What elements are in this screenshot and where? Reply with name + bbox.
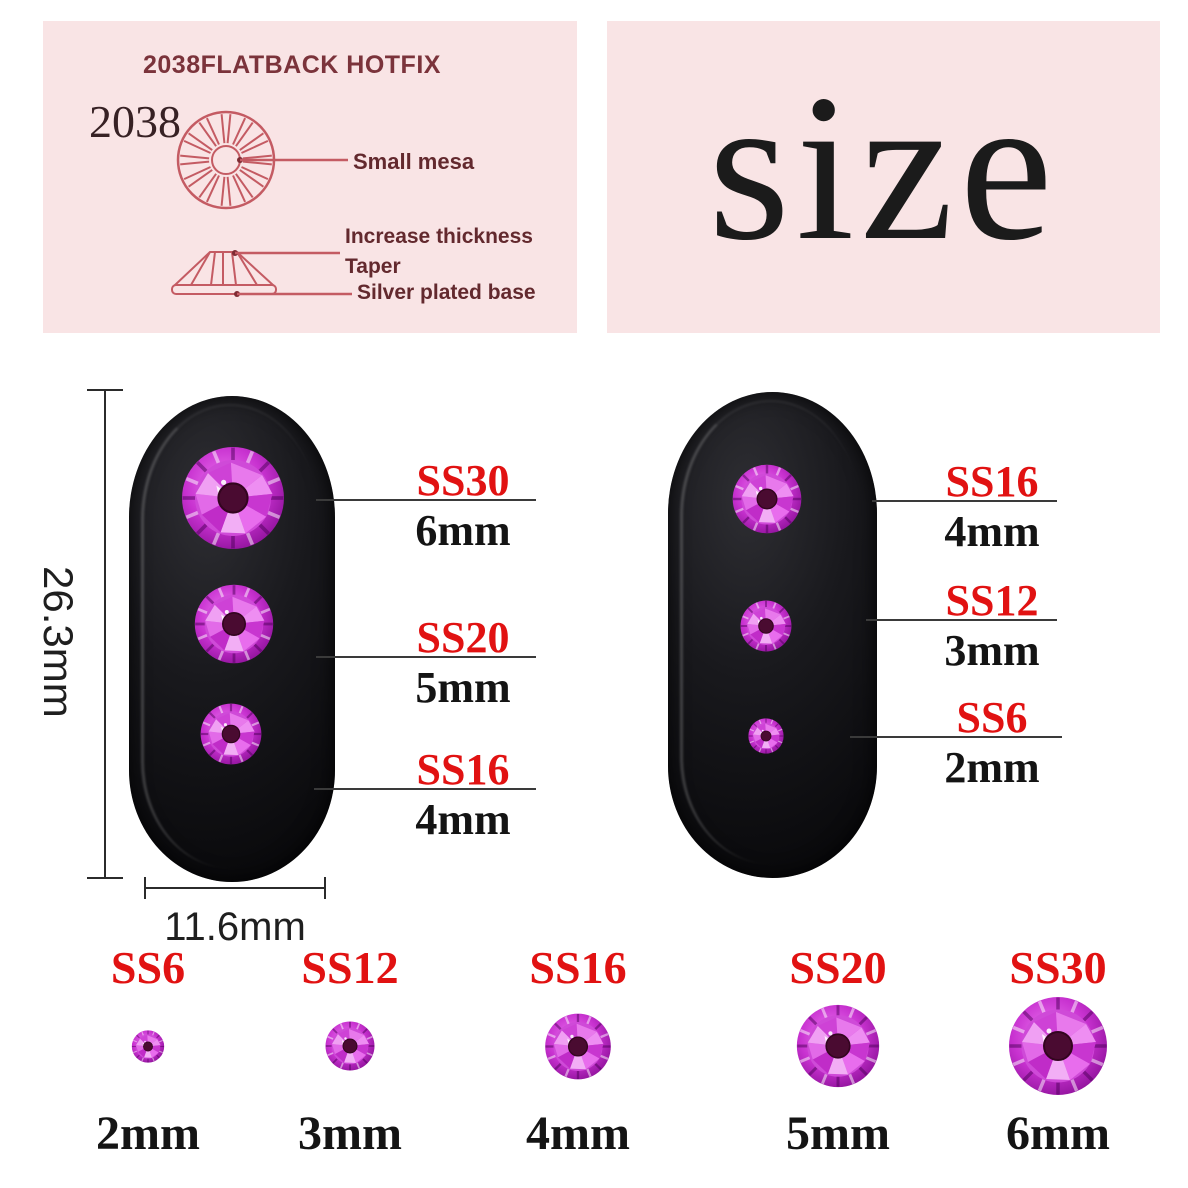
- spec-panel: 2038FLATBACK HOTFIX 2038 Small mesa Incr…: [43, 21, 577, 333]
- size-item-ss20: SS20 5mm: [738, 941, 938, 1171]
- rhinestone-gem-ss12: [740, 600, 792, 652]
- callout-code: SS16: [945, 457, 1039, 506]
- size-item-ss12: SS12 3mm: [250, 941, 450, 1171]
- callout-size: 3mm: [944, 626, 1040, 675]
- leader-line: [850, 736, 1062, 738]
- callout-code: SS30: [416, 456, 510, 505]
- leader-line: [866, 619, 1057, 621]
- size-item-ss6: SS6 2mm: [48, 941, 248, 1171]
- callout-size: 6mm: [415, 506, 511, 555]
- rhinestone-gem: [132, 1030, 165, 1063]
- size-item-mm: 2mm: [96, 1107, 200, 1160]
- rhinestone-gem-ss20: [194, 584, 274, 664]
- width-dimension-cap-left: [144, 877, 146, 899]
- size-item-code: SS16: [529, 942, 627, 993]
- callout-size: 4mm: [415, 795, 511, 844]
- width-dimension-line: [144, 887, 326, 889]
- size-item-mm: 5mm: [786, 1107, 890, 1160]
- rhinestone-gem: [796, 1004, 880, 1088]
- rhinestone-gem-ss16: [200, 703, 262, 765]
- size-item-code: SS12: [301, 942, 399, 993]
- size-item-mm: 4mm: [526, 1107, 630, 1160]
- label-small-mesa: Small mesa: [353, 149, 475, 174]
- label-increase-thickness: Increase thickness: [345, 225, 533, 248]
- rhinestone-gem: [325, 1021, 375, 1071]
- nail-height-value: 26.3mm: [35, 566, 82, 718]
- rhinestone-gem: [545, 1013, 612, 1080]
- nail-width-value: 11.6mm: [164, 905, 306, 949]
- callout-code: SS16: [416, 745, 510, 794]
- callout-code: SS12: [945, 576, 1039, 625]
- size-item-ss16: SS16 4mm: [478, 941, 678, 1171]
- size-item-code: SS20: [789, 942, 887, 993]
- height-dimension-cap-top: [87, 389, 123, 391]
- size-title: size: [708, 52, 1059, 284]
- rhinestone-gem-ss30: [181, 446, 285, 550]
- model-number: 2038: [89, 96, 181, 147]
- leader-line: [316, 499, 536, 501]
- rhinestone-gem-ss16: [732, 464, 802, 534]
- callout-size: 4mm: [944, 507, 1040, 556]
- callout-size: 5mm: [415, 663, 511, 712]
- size-item-mm: 3mm: [298, 1107, 402, 1160]
- height-dimension-line: [104, 390, 106, 878]
- callout-size: 2mm: [944, 743, 1040, 792]
- leader-line: [314, 788, 536, 790]
- label-silver-plated-base: Silver plated base: [357, 281, 536, 304]
- spec-panel-title: 2038FLATBACK HOTFIX: [143, 51, 441, 79]
- label-taper: Taper: [345, 255, 401, 278]
- size-item-code: SS6: [110, 942, 186, 993]
- callout-code: SS20: [416, 613, 510, 662]
- rhinestone-gem-ss6: [748, 718, 784, 754]
- callout-code: SS6: [956, 693, 1028, 742]
- size-panel: size: [607, 21, 1160, 333]
- size-item-mm: 6mm: [1006, 1107, 1110, 1160]
- size-item-ss30: SS30 6mm: [958, 941, 1158, 1171]
- leader-line: [872, 500, 1057, 502]
- rhinestone-gem: [1008, 996, 1108, 1096]
- rhinestone-structure-diagram: [171, 110, 352, 297]
- size-item-code: SS30: [1009, 942, 1107, 993]
- leader-line: [316, 656, 536, 658]
- height-dimension-cap-bottom: [87, 877, 123, 879]
- width-dimension-cap-right: [324, 877, 326, 899]
